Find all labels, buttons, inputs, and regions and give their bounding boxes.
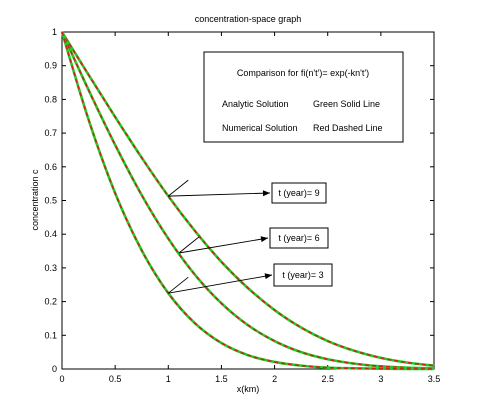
annotation-arrow-tail bbox=[178, 236, 200, 254]
annotation-label-3: t (year)= 3 bbox=[282, 270, 323, 280]
series-layer bbox=[60, 31, 435, 371]
annotation-arrowhead bbox=[264, 273, 272, 280]
annotation-arrow-line bbox=[168, 274, 273, 294]
y-tick-label: 1 bbox=[52, 27, 57, 37]
y-tick-label: 0.4 bbox=[44, 229, 57, 239]
y-tick-label: 0 bbox=[52, 364, 57, 374]
legend-row-1-method: Analytic Solution bbox=[222, 99, 289, 109]
annotation-arrow-line bbox=[168, 192, 271, 197]
y-tick-label: 0.6 bbox=[44, 162, 57, 172]
annotation-arrow-tail bbox=[168, 179, 189, 197]
x-tick-label: 1 bbox=[166, 374, 171, 384]
annotation-arrow-line bbox=[178, 237, 269, 254]
x-tick-label: 2.5 bbox=[321, 374, 334, 384]
axis-ticks: 0 0.5 1 1.5 2 2.5 3 3.5 0 0.1 0.2 0.3 0.4 0.5 0.6 0.7 0.… bbox=[44, 27, 440, 384]
y-tick-label: 0.5 bbox=[44, 196, 57, 206]
numerical-series-line-3 bbox=[61, 31, 435, 370]
annotation-arrow-tail bbox=[168, 276, 189, 294]
x-tick-label: 1.5 bbox=[215, 374, 228, 384]
y-tick-label: 0.3 bbox=[44, 263, 57, 273]
annotations-layer: t (year)= 9 t (year)= 6 t (year)= 3 bbox=[168, 179, 333, 294]
annotation-box-2 bbox=[269, 227, 329, 249]
y-tick-label: 0.1 bbox=[44, 330, 57, 340]
annotation-arrowhead bbox=[262, 190, 270, 197]
annotation-label-1: t (year)= 9 bbox=[278, 188, 319, 198]
y-tick-label: 0.7 bbox=[44, 128, 57, 138]
annotation-box-3 bbox=[273, 263, 333, 287]
legend-frame bbox=[203, 51, 404, 143]
numerical-series-line-1 bbox=[61, 31, 435, 367]
annotation-arrowhead bbox=[260, 236, 268, 243]
x-tick-label: 2 bbox=[272, 374, 277, 384]
x-tick-label: 0 bbox=[59, 374, 64, 384]
y-tick-label: 0.9 bbox=[44, 61, 57, 71]
legend-row-2-style: Red Dashed Line bbox=[313, 123, 383, 133]
annotation-box-1 bbox=[271, 182, 327, 204]
numerical-series-line-2 bbox=[61, 31, 435, 370]
x-tick-label: 3.5 bbox=[428, 374, 441, 384]
y-tick-label: 0.2 bbox=[44, 297, 57, 307]
y-tick-label: 0.8 bbox=[44, 94, 57, 104]
legend-title: Comparison for fi(n't')= exp(-kn't') bbox=[237, 68, 369, 78]
annotation-label-2: t (year)= 6 bbox=[278, 233, 319, 243]
chart-title: concentration-space graph bbox=[195, 14, 302, 24]
x-axis-label: x(km) bbox=[237, 384, 260, 394]
x-tick-label: 3 bbox=[378, 374, 383, 384]
legend-row-2-method: Numerical Solution bbox=[222, 123, 298, 133]
y-axis-label: concentration c bbox=[30, 169, 40, 231]
x-tick-label: 0.5 bbox=[109, 374, 122, 384]
legend-box: Comparison for fi(n't')= exp(-kn't') Ana… bbox=[203, 51, 404, 143]
legend-row-1-style: Green Solid Line bbox=[313, 99, 380, 109]
